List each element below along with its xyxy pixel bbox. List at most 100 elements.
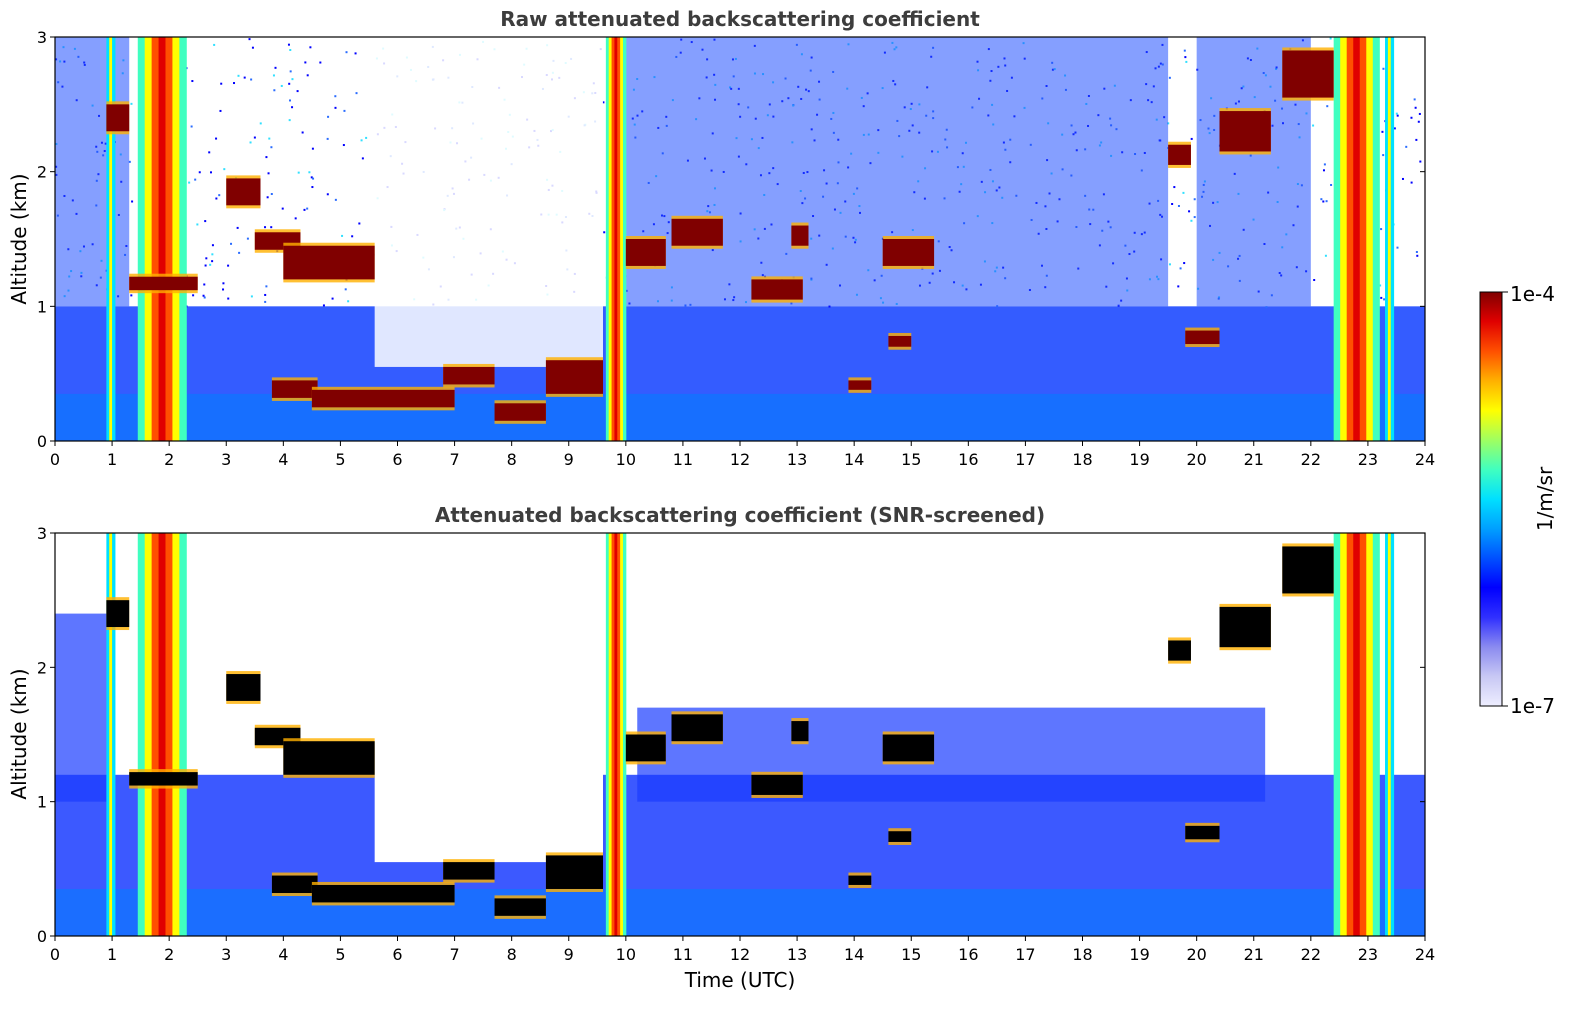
noise-speckle <box>1193 216 1196 219</box>
noise-speckle <box>208 151 211 154</box>
noise-speckle <box>288 119 291 122</box>
raw-heatmap <box>55 37 1425 441</box>
noise-speckle <box>203 283 206 286</box>
noise-speckle <box>1168 263 1171 266</box>
noise-speckle <box>249 141 252 144</box>
fog-column-stripe <box>137 37 146 441</box>
fog-column-stripe <box>608 37 613 441</box>
noise-speckle <box>1325 200 1328 203</box>
x-tick-label: 9 <box>564 450 574 469</box>
noise-speckle <box>204 264 207 267</box>
cloud-layer-core <box>1168 144 1191 165</box>
noise-speckle <box>205 257 208 260</box>
cloud-layer-core <box>751 774 803 795</box>
x-tick-label: 24 <box>1415 450 1435 469</box>
noise-speckle <box>1329 37 1332 40</box>
fog-column-stripe <box>1366 533 1374 936</box>
noise-speckle <box>334 95 337 98</box>
raw-panel-title: Raw attenuated backscattering coefficien… <box>500 7 980 31</box>
noise-speckle <box>1326 105 1329 108</box>
noise-speckle <box>1413 98 1416 101</box>
fog-column-stripe <box>109 37 113 441</box>
noise-speckle <box>1416 254 1419 257</box>
x-tick-label: 18 <box>1072 945 1092 964</box>
noise-speckle <box>1396 114 1399 117</box>
noise-speckle <box>220 82 223 85</box>
noise-speckle <box>223 168 226 171</box>
cloud-layer-core <box>443 366 495 385</box>
noise-speckle <box>1183 49 1186 52</box>
noise-speckle <box>130 294 133 297</box>
fog-column-stripe <box>622 533 627 936</box>
noise-speckle <box>222 282 225 285</box>
y-tick-label: 0 <box>37 927 47 946</box>
cloud-layer-core <box>882 239 935 266</box>
cloud-layer-core <box>1282 50 1334 98</box>
surface-aerosol-band <box>55 888 1425 936</box>
x-tick-label: 7 <box>449 945 459 964</box>
noise-speckle <box>259 122 262 125</box>
fog-column-stripe <box>1353 37 1361 441</box>
cloud-layer-core <box>791 225 809 246</box>
noise-speckle <box>270 193 273 196</box>
noise-speckle <box>219 109 222 112</box>
fog-column-stripe <box>106 533 110 936</box>
noise-speckle <box>215 197 218 200</box>
noise-speckle <box>322 304 325 307</box>
screened-panel-title: Attenuated backscattering coefficient (S… <box>435 503 1045 527</box>
time-xlabel: Time (UTC) <box>684 968 796 992</box>
noise-speckle <box>306 74 309 77</box>
noise-speckle <box>264 226 267 229</box>
y-tick-label: 3 <box>37 524 47 543</box>
x-tick-label: 2 <box>164 450 174 469</box>
noise-speckle <box>265 285 268 288</box>
fog-column-stripe <box>1366 37 1374 441</box>
fog-column-stripe <box>1390 533 1395 936</box>
fog-column-stripe <box>1333 533 1341 936</box>
noise-speckle <box>303 208 306 211</box>
noise-speckle <box>1265 306 1268 309</box>
noise-speckle <box>190 125 193 128</box>
fog-column-stripe <box>1372 37 1380 441</box>
cloud-layer-core <box>671 218 723 246</box>
fog-column-stripe <box>1340 37 1348 441</box>
noise-speckle <box>354 52 357 55</box>
y-tick-label: 2 <box>37 658 47 677</box>
x-tick-label: 13 <box>787 945 807 964</box>
cloud-layer-core <box>1168 640 1191 661</box>
noise-speckle <box>1320 198 1323 201</box>
noise-speckle <box>1324 254 1327 257</box>
noise-speckle <box>268 137 271 140</box>
noise-speckle <box>289 99 292 102</box>
surface-aerosol-band <box>55 393 1425 441</box>
cloud-layer-core <box>1219 606 1271 648</box>
fog-column-stripe <box>614 533 618 936</box>
x-tick-label: 20 <box>1186 945 1206 964</box>
fog-column-stripe <box>144 37 153 441</box>
fog-column-stripe <box>617 37 621 441</box>
noise-speckle <box>1179 267 1182 270</box>
noise-speckle <box>227 297 230 300</box>
noise-speckle <box>311 147 314 150</box>
fog-column-stripe <box>1387 533 1392 936</box>
fog-column-stripe <box>614 37 618 441</box>
noise-speckle <box>233 82 236 85</box>
noise-speckle <box>1417 120 1420 123</box>
fog-column-stripe <box>1346 37 1354 441</box>
noise-speckle <box>250 78 253 81</box>
noise-speckle <box>345 51 348 54</box>
noise-speckle <box>301 131 304 134</box>
x-tick-label: 13 <box>787 450 807 469</box>
noise-speckle <box>1395 112 1398 115</box>
cloud-layer-core <box>791 721 809 742</box>
noise-speckle <box>291 78 294 81</box>
noise-speckle <box>296 90 299 93</box>
fog-column-stripe <box>1387 37 1392 441</box>
noise-speckle <box>266 196 269 199</box>
noise-speckle <box>203 296 206 299</box>
noise-speckle <box>1410 116 1413 119</box>
fog-column-stripe <box>144 533 153 936</box>
x-tick-label: 6 <box>392 945 402 964</box>
fog-column-stripe <box>1390 37 1395 441</box>
screened-heatmap <box>55 533 1425 936</box>
